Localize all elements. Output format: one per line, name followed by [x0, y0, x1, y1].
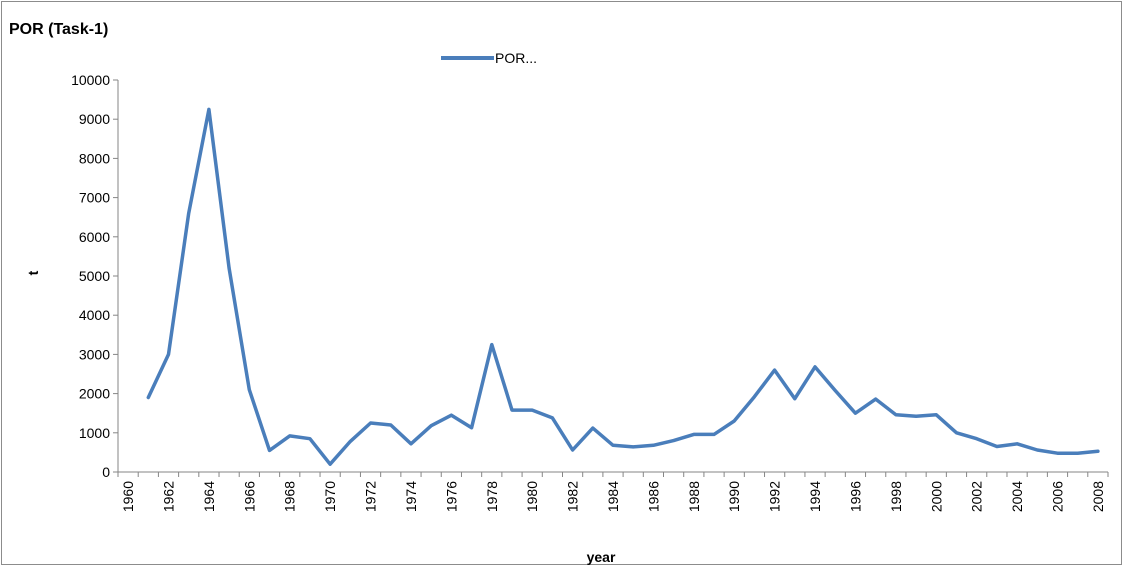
axes	[113, 79, 1109, 477]
y-tick-label: 7000	[79, 190, 110, 206]
x-tick-label: 1988	[686, 481, 702, 512]
y-tick-label: 1000	[79, 425, 110, 441]
x-tick-label: 2000	[928, 481, 944, 512]
y-tick-label: 10000	[71, 72, 110, 88]
y-tick-label: 9000	[79, 111, 110, 127]
x-tick-label: 1968	[282, 481, 298, 512]
x-tick-label: 1990	[726, 481, 742, 512]
x-tick-label: 1966	[241, 481, 257, 512]
y-axis-title: t	[25, 270, 41, 275]
series-line	[146, 107, 1100, 466]
x-tick-label: 1986	[645, 481, 661, 512]
y-tick-label: 3000	[79, 346, 110, 362]
y-tick-label: 8000	[79, 150, 110, 166]
y-tick-label: 4000	[79, 307, 110, 323]
y-tick-label: 2000	[79, 386, 110, 402]
y-tick-label: 0	[102, 464, 110, 480]
x-axis-title: year	[587, 549, 616, 565]
x-tick-label: 1960	[120, 481, 136, 512]
x-tick-label: 1980	[524, 481, 540, 512]
legend: POR...	[441, 50, 537, 66]
x-tick-label: 1982	[565, 481, 581, 512]
series-layer	[146, 107, 1100, 466]
x-tick-label: 1998	[888, 481, 904, 512]
legend-label: POR...	[495, 50, 537, 66]
x-tick-label: 1992	[767, 481, 783, 512]
x-tick-label: 1984	[605, 481, 621, 512]
y-tick-label: 5000	[79, 268, 110, 284]
x-tick-label: 1962	[161, 481, 177, 512]
x-tick-label: 1974	[403, 481, 419, 512]
x-tick-label: 1978	[484, 481, 500, 512]
tick-labels: 0 1000 2000 3000 4000 5000 6000 7000 8000 9000 100…	[71, 72, 1106, 512]
x-tick-label: 1976	[443, 481, 459, 512]
x-tick-label: 1970	[322, 481, 338, 512]
chart-title: POR (Task-1)	[9, 21, 109, 38]
x-tick-label: 2002	[969, 481, 985, 512]
x-tick-label: 1996	[847, 481, 863, 512]
x-tick-label: 1994	[807, 481, 823, 512]
x-tick-label: 2008	[1090, 481, 1106, 512]
x-tick-label: 1972	[363, 481, 379, 512]
y-tick-label: 6000	[79, 229, 110, 245]
x-tick-label: 2006	[1049, 481, 1065, 512]
x-tick-label: 1964	[201, 481, 217, 512]
x-tick-label: 2004	[1009, 481, 1025, 512]
